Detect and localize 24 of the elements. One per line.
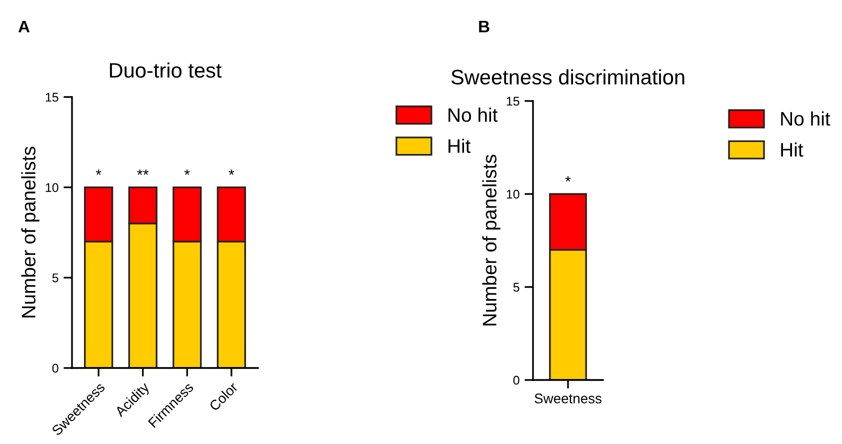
annotation: * (228, 169, 234, 175)
annotation: * (96, 169, 102, 175)
y-tick-label: 5 (513, 282, 520, 292)
y-tick-label: 0 (52, 364, 58, 373)
annotation: * (565, 176, 571, 182)
y-tick-label: 15 (46, 92, 58, 102)
chart-title: Duo-trio test (110, 62, 222, 78)
text: A (18, 20, 30, 32)
y-tick-label: 5 (52, 274, 58, 282)
y-axis-title: Number of panelists (21, 146, 40, 318)
legend-label: No hit (781, 111, 830, 126)
y-tick-label: 10 (506, 190, 520, 199)
y-tick-label: 15 (506, 96, 520, 106)
legend-label: Hit (781, 142, 804, 157)
legend-label: No hit (448, 108, 498, 122)
y-axis-title: Number of panelists (482, 154, 500, 326)
annotation: * (184, 169, 190, 175)
legend-label: Hit (448, 138, 471, 153)
annotation: ** (137, 169, 149, 175)
chart-title: Sweetness discrimination (451, 69, 684, 85)
y-tick-label: 10 (46, 183, 58, 192)
x-tick-label: Sweetness (534, 394, 602, 404)
text: B (479, 20, 490, 32)
y-tick-label: 0 (513, 376, 520, 385)
